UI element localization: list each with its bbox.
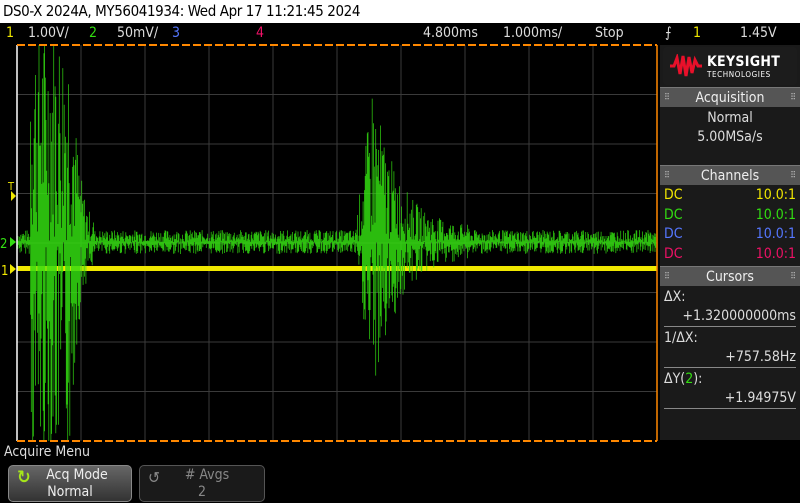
channel-row-3: DC 10.0:1 <box>664 225 796 245</box>
channel-row-4: DC 10.0:1 <box>664 245 796 265</box>
delta-y-suffix: ): <box>693 371 703 387</box>
avgs-value: 2 <box>197 484 206 500</box>
trigger-edge-icon: ⨍ <box>665 25 672 41</box>
waveform-display[interactable]: T 2 1 <box>0 43 660 443</box>
rotate-knob-icon: ↻ <box>17 467 31 488</box>
sample-rate: 5.00MSa/s <box>697 129 763 145</box>
delta-y-label: ΔY(2): <box>664 370 796 389</box>
probe-ratio: 10.0:1 <box>755 187 796 203</box>
ch1-ground-marker[interactable] <box>10 264 16 274</box>
logo-text: KEYSIGHT <box>707 53 781 70</box>
run-state[interactable]: Stop <box>595 25 624 41</box>
trigger-level[interactable]: 1.45V <box>740 25 777 41</box>
inverse-delta-x-label: 1/ΔX: <box>664 330 698 346</box>
ch1-label[interactable]: 1 <box>6 25 15 41</box>
delta-x-value: +1.320000000ms <box>682 308 796 324</box>
coupling: DC <box>664 187 683 203</box>
delta-y-channel: 2 <box>685 371 694 387</box>
ch1-trace <box>17 266 657 271</box>
delta-x-label: ΔX: <box>664 289 686 305</box>
probe-ratio: 10.0:1 <box>755 226 796 242</box>
coupling: DC <box>664 226 683 242</box>
channels-header[interactable]: Channels <box>660 165 800 186</box>
keysight-wave-icon <box>670 54 702 77</box>
acquisition-header[interactable]: Acquisition <box>660 87 800 108</box>
window-title: DS0-X 2024A, MY56041934: Wed Apr 17 11:2… <box>0 0 800 23</box>
acquisition-mode: Normal <box>707 110 753 126</box>
cursors-header[interactable]: Cursors <box>660 266 800 287</box>
coupling: DC <box>664 206 683 223</box>
trigger-source[interactable]: 1 <box>693 25 702 41</box>
menu-title: Acquire Menu <box>4 444 90 460</box>
ch1-marker-label: 1 <box>1 264 8 279</box>
channel-row-1: DC 10.0:1 <box>664 186 796 206</box>
softkey-menu: Acquire Menu ↻ Acq Mode Normal ↺ # Avgs … <box>0 443 800 503</box>
trigger-level-marker[interactable] <box>11 191 16 201</box>
channel-row-2: DC 10.0:1 <box>664 206 796 226</box>
avgs-button[interactable]: ↺ # Avgs 2 <box>139 465 265 502</box>
ch2-trace <box>17 45 657 441</box>
ch2-ground-marker[interactable] <box>10 237 16 247</box>
probe-ratio: 10.0:1 <box>755 245 796 262</box>
ch2-scale[interactable]: 50mV/ <box>117 25 159 41</box>
status-bar: 1 1.00V/ 2 50mV/ 3 4 4.800ms 1.000ms/ St… <box>0 23 800 43</box>
keysight-logo: KEYSIGHT TECHNOLOGIES <box>663 47 797 85</box>
ch3-label[interactable]: 3 <box>172 25 181 41</box>
avgs-label: # Avgs <box>184 467 230 483</box>
delta-y-value: +1.94975V <box>724 390 796 406</box>
ch2-label[interactable]: 2 <box>89 25 98 41</box>
ch1-scale[interactable]: 1.00V/ <box>28 25 69 41</box>
acq-mode-button[interactable]: ↻ Acq Mode Normal <box>8 465 132 502</box>
acq-mode-value: Normal <box>47 484 93 500</box>
coupling: DC <box>664 245 683 262</box>
inverse-delta-x-value: +757.58Hz <box>725 349 796 365</box>
delta-y-prefix: ΔY( <box>664 371 686 387</box>
horizontal-delay[interactable]: 4.800ms <box>423 25 478 41</box>
timebase[interactable]: 1.000ms/ <box>503 25 563 41</box>
ch4-label[interactable]: 4 <box>256 25 265 41</box>
probe-ratio: 10.0:1 <box>755 206 796 223</box>
logo-subtext: TECHNOLOGIES <box>707 69 771 79</box>
ch2-marker-label: 2 <box>0 237 7 252</box>
side-panel: KEYSIGHT TECHNOLOGIES Acquisition Normal… <box>660 45 800 440</box>
trigger-marker-label: T <box>7 180 15 193</box>
rotate-knob-icon: ↺ <box>148 468 161 487</box>
acq-mode-label: Acq Mode <box>46 467 108 483</box>
